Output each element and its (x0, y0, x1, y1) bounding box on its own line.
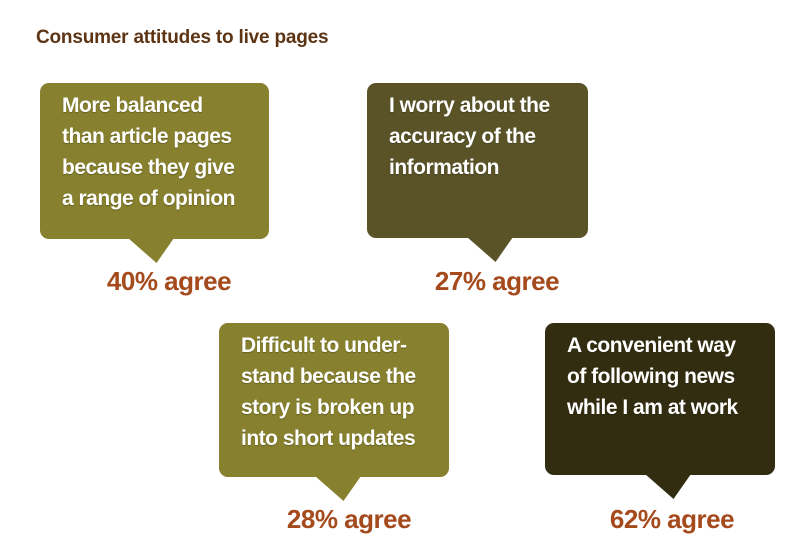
speech-bubble-tail-icon (315, 476, 361, 501)
agree-label-28: 28% agree (286, 504, 412, 534)
speech-bubble-convenient-way: A convenient way of following news while… (545, 323, 775, 499)
agree-label-27: 27% agree (434, 266, 560, 296)
figure-title: Consumer attitudes to live pages (36, 27, 329, 48)
quote-text: I worry about the accuracy of the inform… (389, 94, 550, 179)
speech-bubble-difficult-understand: Difficult to under- stand because the st… (219, 323, 449, 501)
agree-label-40: 40% agree (106, 266, 232, 296)
speech-bubble-tail-icon (128, 238, 174, 263)
quote-text: Difficult to under- stand because the st… (241, 334, 416, 450)
quote-text: A convenient way of following news while… (567, 334, 738, 419)
speech-bubble-tail-icon (467, 237, 513, 262)
speech-bubble-accuracy-worry: I worry about the accuracy of the inform… (367, 83, 588, 262)
quote-text: More balanced than article pages because… (62, 94, 236, 210)
agree-label-62: 62% agree (609, 504, 735, 534)
speech-bubble-tail-icon (645, 474, 691, 499)
speech-bubble-more-balanced: More balanced than article pages because… (40, 83, 269, 263)
